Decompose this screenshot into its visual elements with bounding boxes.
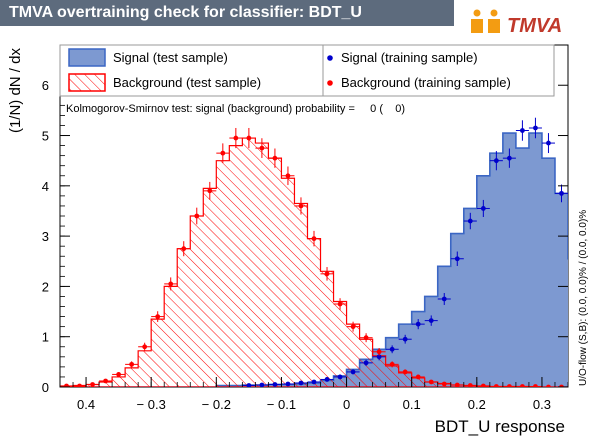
background-train-point (320, 267, 334, 281)
signal-train-point (476, 199, 490, 217)
signal-test-histogram (60, 132, 568, 387)
signal-train-point (554, 184, 568, 203)
background-train-point (450, 382, 464, 387)
ks-annotation: Kolmogorov-Smirnov test: signal (backgro… (66, 103, 405, 115)
x-tick-label: 0.2 (468, 397, 486, 412)
x-tick-label: − 0.1 (267, 397, 296, 412)
background-train-point (359, 333, 373, 343)
background-train-point (229, 127, 243, 149)
background-train-point (242, 127, 256, 149)
background-train-point (502, 384, 516, 387)
legend-box-right (322, 44, 555, 97)
background-train-point (307, 230, 321, 247)
legend-swatch-background-test (68, 73, 106, 92)
legend-label-signal-train: Signal (training sample) (341, 50, 478, 65)
background-train-point (138, 342, 152, 351)
canvas-title: TMVA overtraining check for classifier: … (0, 0, 454, 26)
x-axis-label: BDT_U response (435, 417, 565, 436)
signal-train-point (502, 148, 516, 168)
background-train-point (424, 379, 438, 385)
background-train-point (216, 143, 230, 163)
legend-marker-signal-train (327, 55, 333, 61)
logo-figure-icon (471, 9, 500, 33)
background-train-point (528, 384, 542, 387)
signal-train-point (268, 382, 282, 387)
background-train-point (541, 384, 555, 387)
signal-train-point (463, 212, 477, 230)
legend-label-background-test: Background (test sample) (113, 75, 261, 90)
signal-train-point (541, 133, 555, 154)
axes: 0.4 − 0.3 − 0.2 − 0.1 0 0.1 0.2 0.3 0 1 2 3 4 5 6 (42, 44, 569, 412)
signal-train-point (385, 345, 399, 354)
logo-text: TMVA (507, 15, 562, 37)
signal-train-point (346, 369, 360, 375)
y-tick-label: 6 (42, 78, 49, 93)
y-tick-label: 5 (42, 129, 49, 144)
tmva-logo: TMVA (471, 9, 562, 37)
background-train-point (268, 148, 282, 168)
legend: Signal (test sample) Background (test sa… (59, 44, 555, 97)
background-train-point (203, 181, 217, 200)
signal-train-point (437, 292, 451, 305)
background-train-point (346, 321, 360, 332)
background-train-point (437, 381, 451, 387)
legend-label-background-train: Background (training sample) (341, 75, 511, 90)
x-tick-label: 0.4 (77, 397, 95, 412)
signal-train-point (424, 315, 438, 326)
background-train-point (372, 348, 386, 356)
background-train-point (411, 374, 425, 380)
signal-train-point (294, 380, 308, 386)
legend-swatch-signal-test (68, 48, 106, 67)
x-tick-label: 0.3 (533, 397, 551, 412)
x-tick-label: − 0.2 (202, 397, 231, 412)
background-train-point (151, 311, 165, 322)
data-points (60, 117, 568, 387)
signal-train-point (307, 379, 321, 385)
signal-train-point (398, 334, 412, 344)
background-train-point (112, 372, 126, 377)
y-axis-label: (1/N) dN / dx (7, 48, 24, 134)
signal-train-point (411, 319, 425, 330)
background-train-point (515, 384, 529, 387)
signal-train-point (489, 151, 503, 171)
x-tick-label: − 0.3 (137, 397, 166, 412)
y-tick-label: 0 (42, 380, 49, 395)
background-train-point (164, 277, 178, 291)
background-train-point (86, 382, 100, 387)
signal-train-point (281, 381, 295, 387)
background-train-point (333, 298, 347, 310)
signal-train-point (515, 120, 529, 141)
background-train-point (177, 241, 191, 257)
signal-train-point (450, 251, 464, 266)
y-tick-label: 4 (42, 179, 49, 194)
y-tick-label: 3 (42, 229, 49, 244)
x-tick-label: 0 (343, 397, 350, 412)
background-train-point (385, 361, 399, 368)
signal-train-point (333, 374, 347, 380)
signal-train-point (359, 359, 373, 366)
overflow-note: U/O-flow (S,B): (0.0, 0.0)% / (0.0, 0.0)… (578, 210, 589, 386)
x-tick-label: 0.1 (403, 397, 421, 412)
background-train-point (99, 378, 113, 384)
legend-label-signal-test: Signal (test sample) (113, 50, 228, 65)
background-train-point (463, 383, 477, 387)
background-train-point (73, 383, 87, 387)
background-train-point (489, 384, 503, 387)
legend-marker-background-train (327, 80, 333, 86)
background-train-point (476, 383, 490, 387)
background-train-point (398, 369, 412, 375)
background-train-point (255, 138, 269, 158)
signal-train-point (320, 377, 334, 382)
background-train-point (294, 197, 308, 215)
signal-train-point (242, 383, 256, 387)
background-train-point (281, 166, 295, 186)
background-train-point (125, 361, 139, 368)
y-tick-label: 2 (42, 279, 49, 294)
background-train-point (190, 207, 204, 225)
signal-train-point (528, 117, 542, 139)
y-tick-label: 1 (42, 330, 49, 345)
signal-train-point (255, 382, 269, 387)
